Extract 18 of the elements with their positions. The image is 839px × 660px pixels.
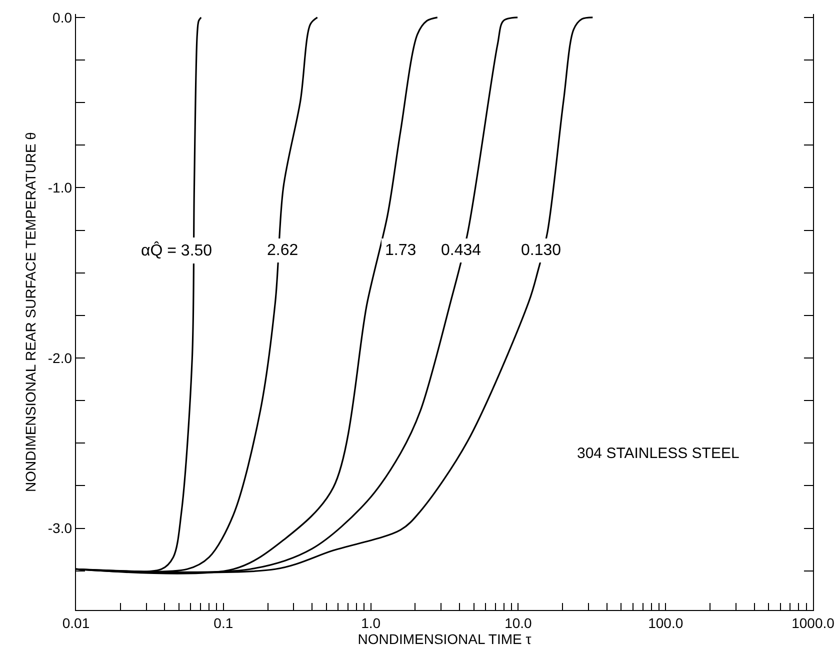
y-tick-label: 0.0 — [52, 9, 72, 26]
x-tick-label: 0.01 — [62, 615, 90, 631]
x-tick-label: 10.0 — [504, 615, 532, 631]
annotation: 2.62 — [267, 242, 298, 259]
annotation: 304 STAINLESS STEEL — [577, 445, 740, 462]
annotation: αQ̂ = 3.50 — [141, 241, 212, 260]
y-tick-label: -3.0 — [48, 520, 72, 536]
annotation: 0.130 — [521, 242, 562, 259]
y-tick-label: -2.0 — [48, 350, 72, 366]
x-tick-label: 100.0 — [648, 615, 684, 631]
x-axis-title: NONDIMENSIONAL TIME τ — [358, 631, 532, 648]
x-tick-label: 1000.0 — [792, 615, 835, 631]
x-tick-label: 1.0 — [361, 615, 381, 631]
annotation: 1.73 — [385, 242, 416, 259]
annotation: 0.434 — [441, 242, 482, 259]
y-tick-label: -1.0 — [48, 180, 72, 196]
x-tick-label: 0.1 — [214, 615, 234, 631]
y-axis-title: NONDIMENSIONAL REAR SURFACE TEMPERATURE θ — [22, 132, 39, 492]
